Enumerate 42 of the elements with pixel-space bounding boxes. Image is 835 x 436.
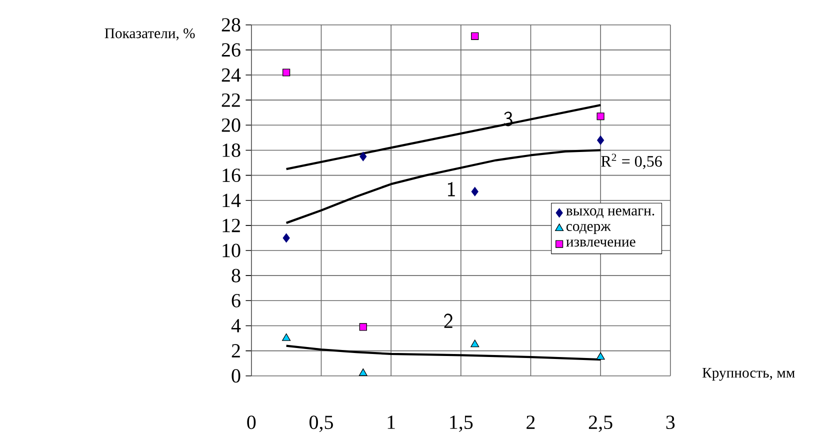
- point: [596, 112, 604, 120]
- y-tick-label: 26: [222, 43, 240, 56]
- y-tick-label: 20: [222, 118, 240, 132]
- x-tick-label: 1: [388, 415, 395, 429]
- x-tick-label: 2,5: [588, 415, 612, 432]
- y-tick-label: 4: [231, 318, 241, 332]
- annotation: 1: [448, 182, 455, 196]
- point: [470, 339, 480, 347]
- point: [282, 233, 290, 242]
- point: [597, 135, 604, 145]
- x-axis-title: Крупность, мм: [702, 368, 795, 381]
- x-tick-label: 0: [247, 415, 256, 429]
- point: [358, 368, 368, 376]
- x-tick-label: 2: [526, 415, 535, 429]
- y-tick-label: 22: [222, 93, 240, 107]
- y-tick-label: 18: [222, 143, 240, 157]
- x-tick-label: 0,5: [309, 415, 333, 432]
- annotation: R$^{2}$ = 0,56: [601, 154, 662, 169]
- y-tick-label: 28: [222, 18, 240, 32]
- legend-label: извлечение: [566, 239, 636, 246]
- point: [282, 68, 290, 76]
- y-axis-title: Показатели, %: [104, 28, 195, 40]
- y-tick-label: 14: [222, 194, 241, 207]
- y-tick-label: 8: [232, 268, 240, 282]
- y-tick-label: 6: [232, 294, 240, 308]
- point: [471, 32, 479, 40]
- y-tick-label: 2: [232, 344, 240, 358]
- x-tick-label: 3: [666, 415, 675, 429]
- y-tick-label: 10: [222, 244, 240, 258]
- y-tick-label: 12: [222, 218, 240, 232]
- y-tick-label: 16: [222, 168, 240, 182]
- y-tick-label: 0: [232, 368, 240, 382]
- y-tick-label: 24: [222, 68, 241, 82]
- point: [471, 186, 478, 196]
- point: [360, 152, 367, 161]
- point: [596, 352, 605, 360]
- point: [282, 333, 291, 341]
- point: [359, 322, 367, 331]
- legend-label: содерж: [566, 224, 611, 234]
- annotation: 2: [444, 313, 452, 328]
- legend-label: выход немагн.: [566, 208, 654, 218]
- x-tick-label: 1,5: [450, 415, 473, 432]
